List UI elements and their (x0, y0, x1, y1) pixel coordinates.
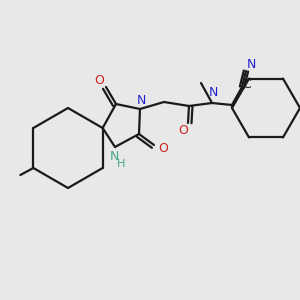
Text: O: O (158, 142, 168, 155)
Text: C: C (243, 77, 251, 91)
Text: N: N (136, 94, 146, 106)
Text: O: O (178, 124, 188, 136)
Text: N: N (109, 149, 119, 163)
Text: N: N (208, 86, 218, 100)
Text: H: H (117, 159, 125, 169)
Text: O: O (94, 74, 104, 86)
Text: N: N (246, 58, 256, 71)
